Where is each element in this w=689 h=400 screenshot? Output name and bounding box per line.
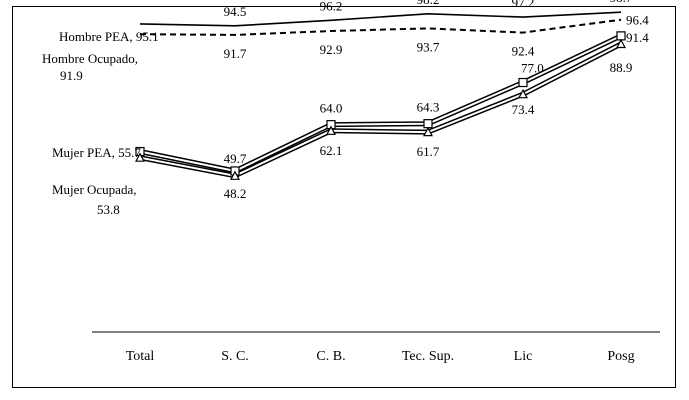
series-lines <box>139 11 623 179</box>
legend-hombre-ocupado: Hombre Ocupado, <box>42 51 138 66</box>
value-label-hombre-ocupado-c-b: 92.9 <box>320 42 343 57</box>
legend-mujer-ocupada-value: 53.8 <box>97 202 120 217</box>
value-label-mujer-pea-s-c: 49.7 <box>224 151 247 166</box>
value-label-hombre-pea-tec-sup: 98.2 <box>417 0 440 7</box>
value-label-mujer-pea-lic: 77.0 <box>521 61 544 76</box>
value-label-mujer-pea-c-b: 64.0 <box>320 101 343 116</box>
x-tick-label-c-b: C. B. <box>316 349 345 364</box>
value-label-hombre-ocupado-tec-sup: 93.7 <box>417 39 440 54</box>
x-tick-label-s-c: S. C. <box>221 349 249 364</box>
series-line-hombre-pea <box>139 11 622 27</box>
series-line-mujer-pea-inner <box>139 34 622 173</box>
series-line-mujer-ocupada <box>139 41 623 179</box>
legend-mujer-pea: Mujer PEA, 55.7 <box>52 145 141 160</box>
legend-hombre-ocupado-value: 91.9 <box>60 68 83 83</box>
x-tick-label-total: Total <box>126 349 155 364</box>
legend-mujer-ocupada: Mujer Ocupada, <box>52 182 136 197</box>
series-line-mujer-pea <box>139 33 623 174</box>
value-label-mujer-ocupada-lic: 73.4 <box>512 102 535 117</box>
value-label-mujer-ocupada-tec-sup: 61.7 <box>417 144 440 159</box>
series-line-hombre-ocupado <box>139 18 622 36</box>
chart-frame <box>12 6 676 388</box>
marker-mujer-ocupada-posg <box>616 38 626 49</box>
value-label-hombre-pea-c-b: 96.2 <box>320 0 343 13</box>
marker-mujer-ocupada-tec-sup <box>423 126 433 137</box>
x-tick-label-posg: Posg <box>607 349 634 364</box>
x-tick-labels: Total S. C. C. B. Tec. Sup. Lic Posg <box>126 349 635 364</box>
series-line-mujer-ocupada-inner <box>139 43 622 177</box>
value-label-mujer-ocupada-c-b: 62.1 <box>320 143 343 158</box>
marker-mujer-pea-posg <box>616 31 626 41</box>
x-tick-label-lic: Lic <box>514 349 533 364</box>
value-label-hombre-pea-posg: 98.7 <box>610 0 633 5</box>
marker-mujer-pea-lic <box>518 77 528 88</box>
value-label-mujer-ocupada-posg: 88.9 <box>610 60 633 75</box>
value-label-hombre-pea-lic: 97.2 <box>512 0 535 10</box>
value-label-hombre-ocupado-lic: 92.4 <box>512 44 535 59</box>
value-label-mujer-pea-tec-sup: 64.3 <box>417 100 440 115</box>
value-labels: 94.5 96.2 98.2 97.2 98.7 91.7 92.9 93.7 92.4 96.4… <box>224 0 650 201</box>
marker-mujer-ocupada-total <box>135 152 145 162</box>
value-label-mujer-ocupada-s-c: 48.2 <box>224 186 247 201</box>
value-label-hombre-ocupado-s-c: 91.7 <box>224 46 247 61</box>
legend-hombre-pea: Hombre PEA, 95.1 <box>59 29 159 44</box>
marker-mujer-ocupada-c-b <box>326 125 336 135</box>
value-label-hombre-pea-s-c: 94.5 <box>224 4 247 19</box>
marker-mujer-ocupada-lic <box>518 88 528 99</box>
value-label-hombre-ocupado-posg: 96.4 <box>626 13 649 28</box>
series-markers <box>135 31 626 180</box>
marker-mujer-ocupada-s-c <box>230 170 240 180</box>
x-tick-label-tec-sup: Tec. Sup. <box>402 349 454 364</box>
value-label-mujer-pea-posg: 91.4 <box>626 30 649 45</box>
marker-mujer-pea-tec-sup <box>423 119 433 129</box>
